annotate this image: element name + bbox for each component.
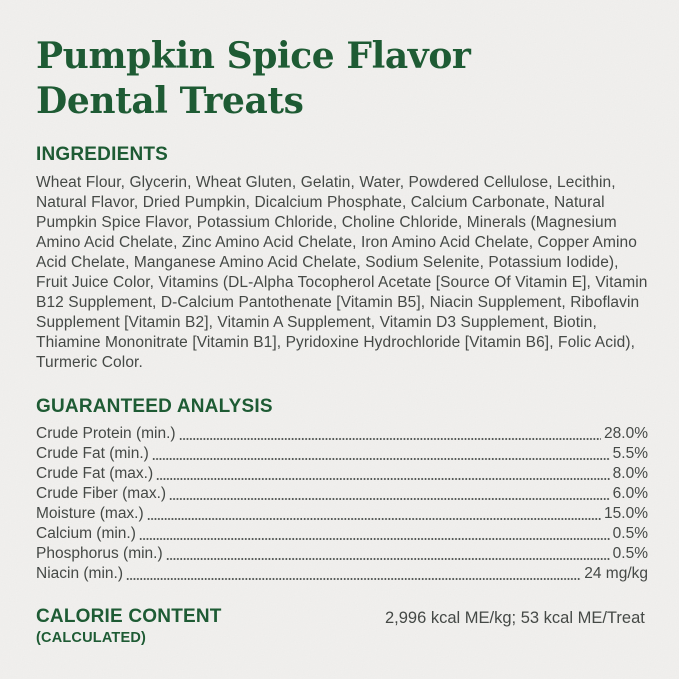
analysis-label: Crude Protein (min.) bbox=[36, 425, 176, 442]
analysis-row-crude-protein: Crude Protein (min.) 28.0% bbox=[36, 424, 648, 444]
analysis-label: Niacin (min.) bbox=[36, 565, 123, 582]
calorie-content-value: 2,996 kcal ME/kg; 53 kcal ME/Treat bbox=[385, 609, 645, 627]
analysis-value: 0.5% bbox=[612, 545, 648, 562]
analysis-label: Crude Fiber (max.) bbox=[36, 485, 167, 502]
calorie-content-section: CALORIE CONTENT (CALCULATED) 2,996 kcal … bbox=[36, 606, 648, 647]
analysis-label: Phosphorus (min.) bbox=[36, 545, 163, 562]
analysis-row-crude-fat-min: Crude Fat (min.) 5.5% bbox=[36, 444, 648, 464]
product-title-line2: Dental Treats bbox=[36, 80, 304, 122]
dotted-leader bbox=[125, 564, 582, 584]
analysis-value: 6.0% bbox=[612, 485, 648, 502]
analysis-value: 8.0% bbox=[612, 465, 648, 482]
analysis-value: 0.5% bbox=[612, 525, 648, 542]
analysis-row-niacin: Niacin (min.) 24 mg/kg bbox=[36, 564, 648, 584]
analysis-label: Crude Fat (max.) bbox=[36, 465, 154, 482]
dotted-leader bbox=[169, 484, 610, 504]
analysis-label: Moisture (max.) bbox=[36, 505, 144, 522]
calorie-content-subheading: (CALCULATED) bbox=[36, 630, 147, 646]
guaranteed-analysis-table: Crude Protein (min.) 28.0% Crude Fat (mi… bbox=[36, 424, 648, 584]
ingredients-text: Wheat Flour, Glycerin, Wheat Gluten, Gel… bbox=[36, 174, 648, 371]
analysis-row-phosphorus: Phosphorus (min.) 0.5% bbox=[36, 544, 648, 564]
guaranteed-analysis-heading: GUARANTEED ANALYSIS bbox=[36, 396, 273, 417]
analysis-value: 15.0% bbox=[604, 505, 648, 522]
analysis-label: Calcium (min.) bbox=[36, 525, 136, 542]
dotted-leader bbox=[151, 444, 610, 464]
dotted-leader bbox=[156, 464, 610, 484]
analysis-row-crude-fat-max: Crude Fat (max.) 8.0% bbox=[36, 464, 648, 484]
calorie-content-heading: CALORIE CONTENT bbox=[36, 606, 222, 627]
product-title-line1: Pumpkin Spice Flavor bbox=[36, 35, 471, 77]
analysis-value: 28.0% bbox=[604, 425, 648, 442]
dotted-leader bbox=[146, 504, 602, 524]
calorie-content-headings: CALORIE CONTENT (CALCULATED) bbox=[36, 606, 385, 647]
analysis-label: Crude Fat (min.) bbox=[36, 445, 149, 462]
analysis-row-calcium: Calcium (min.) 0.5% bbox=[36, 524, 648, 544]
analysis-row-moisture: Moisture (max.) 15.0% bbox=[36, 504, 648, 524]
analysis-value: 24 mg/kg bbox=[584, 565, 648, 582]
analysis-row-crude-fiber: Crude Fiber (max.) 6.0% bbox=[36, 484, 648, 504]
dotted-leader bbox=[165, 544, 610, 564]
dotted-leader bbox=[138, 524, 610, 544]
ingredients-heading: INGREDIENTS bbox=[36, 144, 169, 165]
analysis-value: 5.5% bbox=[612, 445, 648, 462]
dotted-leader bbox=[178, 424, 602, 444]
product-title: Pumpkin Spice Flavor Dental Treats bbox=[36, 34, 648, 124]
